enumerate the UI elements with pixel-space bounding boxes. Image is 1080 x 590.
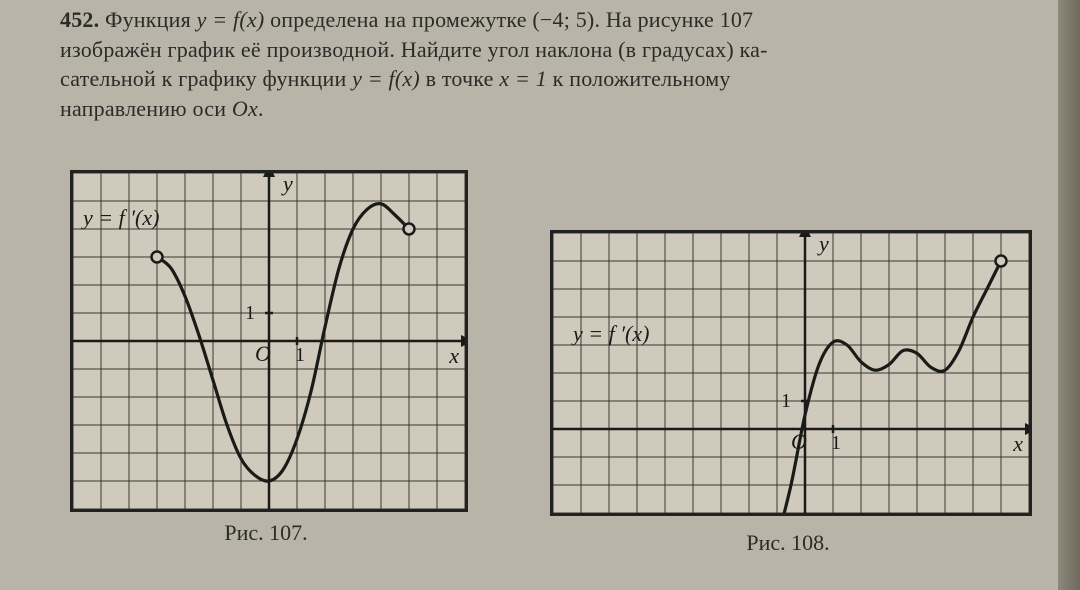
svg-text:x: x xyxy=(448,343,459,368)
svg-text:y: y xyxy=(817,233,829,256)
svg-text:x: x xyxy=(1012,431,1023,456)
svg-text:y = f ′(x): y = f ′(x) xyxy=(81,205,159,230)
text: направлению оси xyxy=(60,96,232,121)
text: к положительному xyxy=(547,66,731,91)
interval: (−4; 5) xyxy=(532,7,594,32)
text: определена на промежутке xyxy=(264,7,532,32)
axis-name: Ox xyxy=(232,96,258,121)
figure-108: yxO11y = f ′(x) xyxy=(550,230,1032,516)
svg-text:1: 1 xyxy=(295,344,305,366)
problem-number: 452. xyxy=(60,7,99,32)
svg-text:O: O xyxy=(791,429,807,454)
figure-108-caption: Рис. 108. xyxy=(550,530,1026,556)
svg-text:1: 1 xyxy=(245,302,255,324)
book-edge xyxy=(1058,0,1080,590)
svg-text:y = f ′(x): y = f ′(x) xyxy=(571,321,649,346)
text: изображён график её производной. Найдите… xyxy=(60,37,768,62)
chart-107: yxO11y = f ′(x) xyxy=(73,173,465,509)
svg-text:O: O xyxy=(255,341,271,366)
equation: y = f(x) xyxy=(197,7,265,32)
page: 452. Функция y = f(x) определена на пром… xyxy=(60,5,1060,124)
text: сательной к графику функции xyxy=(60,66,352,91)
text: . На рисунке 107 xyxy=(594,7,753,32)
figures-row: yxO11y = f ′(x) Рис. 107. yxO11y = f ′(x… xyxy=(70,160,1070,580)
svg-text:y: y xyxy=(281,173,293,196)
text: Функция xyxy=(105,7,197,32)
chart-108: yxO11y = f ′(x) xyxy=(553,233,1029,513)
svg-text:1: 1 xyxy=(831,432,841,454)
equation: x = 1 xyxy=(499,66,547,91)
problem-text: 452. Функция y = f(x) определена на пром… xyxy=(60,5,1060,124)
figure-107: yxO11y = f ′(x) xyxy=(70,170,468,512)
equation: y = f(x) xyxy=(352,66,420,91)
text: в точке xyxy=(420,66,499,91)
text: . xyxy=(258,96,264,121)
svg-text:1: 1 xyxy=(781,390,791,412)
figure-107-caption: Рис. 107. xyxy=(70,520,462,546)
